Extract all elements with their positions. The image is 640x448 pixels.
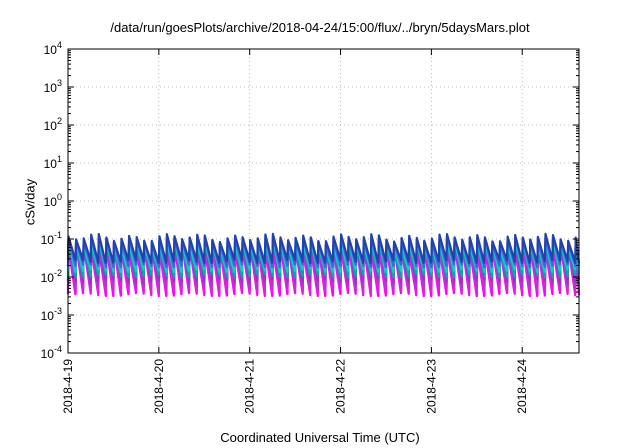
series-line	[66, 232, 581, 264]
y-tick-label: 104	[44, 40, 62, 57]
y-tick-label: 10-2	[41, 268, 62, 285]
x-tick-label: 2018-4-22	[334, 359, 348, 414]
grid-lines	[68, 49, 579, 353]
x-tick-label: 2018-4-19	[61, 359, 75, 414]
x-tick-label: 2018-4-23	[424, 359, 438, 414]
data-series-group	[66, 232, 581, 298]
y-tick-label: 100	[44, 192, 62, 209]
y-tick-label: 10-4	[41, 344, 62, 361]
y-tick-label: 10-1	[41, 230, 62, 247]
x-axis-ticks: 2018-4-19 2018-4-20 2018-4-21 2018-4-22 2018…	[61, 49, 529, 414]
y-axis-label: cSv/day	[22, 178, 38, 226]
chart-title: /data/run/goesPlots/archive/2018-04-24/1…	[110, 20, 530, 35]
y-axis-ticks: 10-4 10-3 10-2 10-1 100 101 102 103 104	[41, 40, 579, 361]
x-tick-label: 2018-4-21	[243, 359, 257, 414]
y-tick-label: 102	[44, 116, 62, 133]
y-tick-label: 103	[44, 78, 62, 95]
x-tick-label: 2018-4-20	[152, 359, 166, 414]
y-tick-label: 10-3	[41, 306, 62, 323]
x-axis-label: Coordinated Universal Time (UTC)	[220, 430, 420, 445]
x-tick-label: 2018-4-24	[515, 359, 529, 414]
y-tick-label: 101	[44, 154, 62, 171]
